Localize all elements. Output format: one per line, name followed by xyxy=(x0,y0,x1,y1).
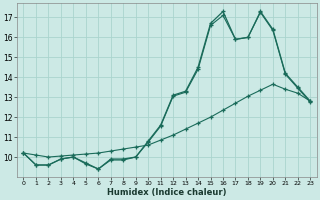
X-axis label: Humidex (Indice chaleur): Humidex (Indice chaleur) xyxy=(107,188,227,197)
